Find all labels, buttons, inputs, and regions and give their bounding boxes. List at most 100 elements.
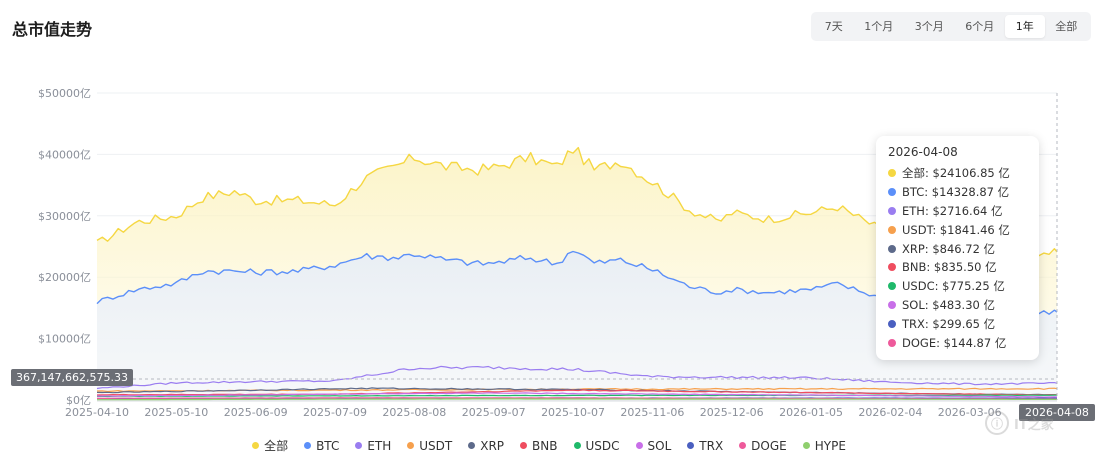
legend-label: BNB <box>532 438 558 453</box>
tooltip-value: BNB: $835.50 亿 <box>902 260 997 275</box>
tooltip-row: SOL: $483.30 亿 <box>888 296 1027 315</box>
tooltip-series-dot <box>888 282 896 291</box>
legend-item[interactable]: DOGE <box>739 437 787 453</box>
tooltip-value: 全部: $24106.85 亿 <box>902 166 1010 181</box>
x-tick-label: 2025-08-08 <box>382 406 446 419</box>
x-tick-label: 2025-12-06 <box>700 406 764 419</box>
tab-all[interactable]: 全部 <box>1055 20 1078 33</box>
legend-label: DOGE <box>751 438 787 453</box>
legend-dot <box>468 442 476 449</box>
legend-item[interactable]: 全部 <box>252 437 288 453</box>
legend-item[interactable]: XRP <box>468 437 504 453</box>
legend-label: BTC <box>316 438 340 453</box>
tooltip-value: TRX: $299.65 亿 <box>902 316 996 331</box>
tooltip-row: 全部: $24106.85 亿 <box>888 164 1027 183</box>
y-tick-label: $50000亿 <box>38 87 91 100</box>
tooltip-row: USDT: $1841.46 亿 <box>888 220 1027 239</box>
legend-item[interactable]: ETH <box>355 437 391 453</box>
x-tick-label: 2025-07-09 <box>303 406 367 419</box>
legend-dot <box>407 442 415 449</box>
legend-item[interactable]: SOL <box>635 437 672 453</box>
watermark: ⓘ IT之家 <box>985 411 1054 435</box>
legend-label: USDT <box>419 438 453 453</box>
legend-dot <box>304 442 312 449</box>
tab-3m[interactable]: 3个月 <box>914 20 944 33</box>
legend-dot <box>635 442 643 449</box>
legend-label: XRP <box>480 438 505 453</box>
legend-label: ETH <box>367 438 392 453</box>
legend-dot <box>802 442 810 449</box>
tooltip-value: BTC: $14328.87 亿 <box>902 185 1010 200</box>
axes: $0亿 $10000亿 $20000亿 $30000亿 $40000亿 $50000亿 20… <box>38 87 1057 419</box>
x-tick-label: 2025-05-10 <box>144 406 208 419</box>
tooltip-date: 2026-04-08 <box>888 145 958 159</box>
crosshair-y-label: 367,147,662,575.33 <box>11 369 133 386</box>
legend-dot <box>520 442 528 449</box>
legend-dot <box>355 442 363 449</box>
x-tick-label: 2025-10-07 <box>541 406 605 419</box>
legend-item[interactable]: USDC <box>573 437 620 453</box>
tooltip-series-dot <box>888 169 896 178</box>
y-tick-label: $0亿 <box>66 394 91 407</box>
tooltip-value: USDT: $1841.46 亿 <box>902 222 1010 237</box>
legend-item[interactable]: BNB <box>520 437 558 453</box>
x-tick-label: 2026-01-05 <box>779 406 843 419</box>
tab-1m[interactable]: 1个月 <box>864 20 894 33</box>
legend-item[interactable]: HYPE <box>802 437 846 453</box>
watermark-text: IT之家 <box>1014 417 1054 433</box>
legend-item[interactable]: TRX <box>687 437 723 453</box>
x-tick-label: 2026-03-06 <box>938 406 1002 419</box>
chart-legend: 全部 BTC ETH USDT XRP BNB USDC SOL TRX DOGE HYPE <box>0 437 1098 453</box>
tooltip-series-dot <box>888 225 896 234</box>
tooltip-series-dot <box>888 300 896 309</box>
legend-label: USDC <box>585 438 620 453</box>
tooltip-series-dot <box>888 263 896 272</box>
crosshair <box>97 93 1058 400</box>
line-eth[interactable] <box>96 365 1058 390</box>
market-cap-chart[interactable]: $0亿 $10000亿 $20000亿 $30000亿 $40000亿 $50000亿 20… <box>0 0 1098 430</box>
tooltip-value: SOL: $483.30 亿 <box>902 297 995 312</box>
chart-tooltip: 2026-04-08 全部: $24106.85 亿 BTC: $14328.87… <box>876 136 1039 360</box>
tooltip-value: DOGE: $144.87 亿 <box>902 335 1007 350</box>
y-tick-label: $10000亿 <box>38 333 91 346</box>
x-tick-label: 2025-06-09 <box>224 406 288 419</box>
page-title: 总市值走势 <box>12 20 93 39</box>
legend-dot <box>252 442 260 449</box>
tooltip-series-dot <box>888 206 896 215</box>
tab-7d[interactable]: 7天 <box>824 20 843 33</box>
x-tick-label: 2025-09-07 <box>462 406 526 419</box>
area-btc <box>97 251 1057 400</box>
crosshair-x-label: 2026-04-08 <box>1019 404 1095 421</box>
tooltip-value: XRP: $846.72 亿 <box>902 241 996 256</box>
watermark-logo-icon: ⓘ <box>985 411 1009 435</box>
tooltip-row: BTC: $14328.87 亿 <box>888 183 1027 202</box>
legend-item[interactable]: BTC <box>304 437 339 453</box>
tooltip-series-dot <box>888 319 896 328</box>
tooltip-row: DOGE: $144.87 亿 <box>888 333 1027 352</box>
y-tick-label: $30000亿 <box>38 210 91 223</box>
legend-item[interactable]: USDT <box>407 437 452 453</box>
tooltip-row: BNB: $835.50 亿 <box>888 258 1027 277</box>
legend-dot <box>687 442 695 449</box>
y-tick-label: $20000亿 <box>38 271 91 284</box>
legend-label: SOL <box>647 438 672 453</box>
time-range-tabs: 7天 1个月 3个月 6个月 1年 全部 <box>811 12 1091 41</box>
tab-1y[interactable]: 1年 <box>1005 15 1045 38</box>
legend-dot <box>573 442 581 449</box>
x-tick-label: 2025-11-06 <box>620 406 684 419</box>
tooltip-row: USDC: $775.25 亿 <box>888 277 1027 296</box>
tooltip-value: USDC: $775.25 亿 <box>902 279 1005 294</box>
tooltip-series-dot <box>888 244 896 253</box>
legend-dot <box>739 442 747 449</box>
tooltip-value: ETH: $2716.64 亿 <box>902 203 1003 218</box>
series-areas <box>97 147 1057 400</box>
x-tick-label: 2026-02-04 <box>858 406 922 419</box>
line-hype[interactable] <box>97 398 1057 401</box>
legend-label: 全部 <box>264 439 289 453</box>
tooltip-row: XRP: $846.72 亿 <box>888 239 1027 258</box>
tab-6m[interactable]: 6个月 <box>965 20 995 33</box>
tooltip-series-dot <box>888 338 896 347</box>
x-tick-label: 2025-04-10 <box>65 406 129 419</box>
line-sol[interactable] <box>97 392 1058 398</box>
